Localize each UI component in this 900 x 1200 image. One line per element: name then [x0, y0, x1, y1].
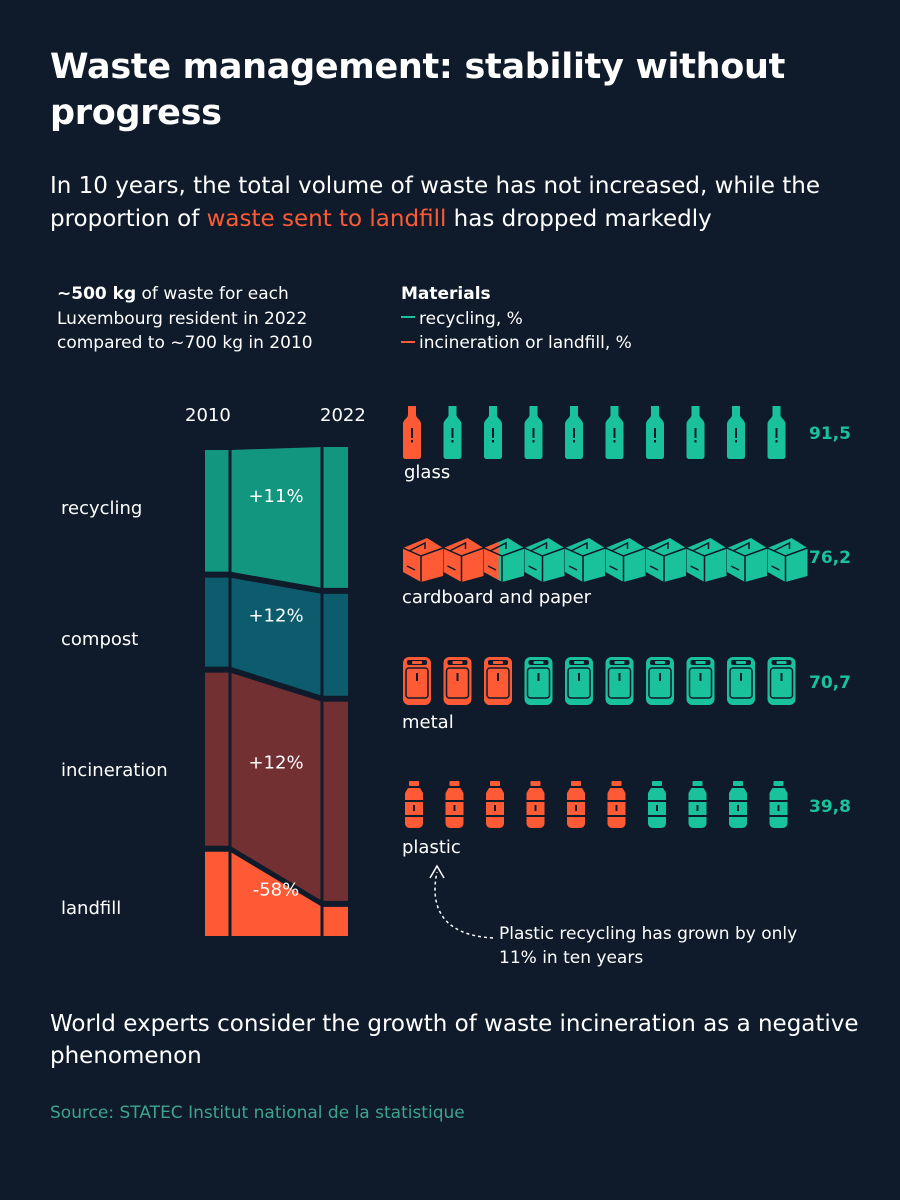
- material-label-cardboard: cardboard and paper: [402, 587, 592, 608]
- can-icon-8: [686, 657, 715, 705]
- category-label-compost: compost: [61, 629, 139, 650]
- can-icon-9: [727, 657, 755, 705]
- legend-incineration: incineration or landfill, %: [401, 331, 821, 356]
- per-resident-note: ~500 kg of waste for each Luxembourg res…: [57, 282, 377, 356]
- material-value-cardboard: 76,2: [809, 548, 851, 568]
- category-label-landfill: landfill: [61, 898, 122, 919]
- can-icon-1: [403, 657, 431, 705]
- box-icon-6: [605, 538, 646, 582]
- annotation-arrow-head: [429, 864, 445, 879]
- legend-incineration-label: incineration or landfill, %: [419, 333, 632, 353]
- can-icon-6: [605, 657, 634, 705]
- plastic-bottle-icon-8: [688, 781, 707, 828]
- box-icon-8: [686, 538, 727, 582]
- bottle-icon-8: [686, 406, 705, 459]
- page-title: Waste management: stability without prog…: [50, 47, 786, 133]
- plastic-bottle-icon-5: [567, 781, 585, 828]
- can-icon-7: [646, 657, 674, 705]
- plastic-bottle-icon-2: [445, 781, 464, 828]
- flow-band-recycling: [205, 447, 348, 588]
- material-value-glass: 91,5: [809, 424, 851, 444]
- can-icon-3: [484, 657, 512, 705]
- flow-change-label-compost: +12%: [248, 605, 303, 626]
- plastic-bottle-icon-1: [405, 781, 423, 828]
- can-icon-5: [565, 657, 593, 705]
- subtitle: In 10 years, the total volume of waste h…: [50, 170, 870, 236]
- material-label-metal: metal: [402, 712, 454, 733]
- box-icon-2: [443, 538, 484, 582]
- flow-change-label-recycling: +11%: [248, 486, 303, 507]
- plastic-bottle-icon-10: [769, 781, 788, 828]
- flow-change-label-landfill: -58%: [253, 880, 300, 901]
- bottle-icon-9: [727, 406, 745, 459]
- box-icon-10: [767, 538, 808, 582]
- bottle-icon-2: [443, 406, 462, 459]
- plastic-annotation: Plastic recycling has grown by only 11% …: [499, 924, 798, 968]
- box-icon-3: [483, 538, 525, 582]
- year-2022-label: 2022: [320, 405, 366, 426]
- year-2010-label: 2010: [185, 405, 231, 426]
- can-icon-10: [767, 657, 796, 705]
- box-icon-4: [524, 538, 565, 582]
- flow-change-label-incineration: +12%: [248, 752, 303, 773]
- box-icon-7: [645, 538, 687, 582]
- subtitle-text-end: has dropped markedly: [446, 206, 712, 232]
- bottle-icon-7: [646, 406, 664, 459]
- material-label-glass: glass: [404, 462, 451, 483]
- material-label-plastic: plastic: [402, 837, 461, 858]
- bottle-icon-1: [403, 406, 421, 459]
- box-icon-1: [402, 538, 444, 582]
- subtitle-accent: waste sent to landfill: [206, 206, 447, 232]
- legend-title: Materials: [401, 284, 491, 304]
- legend-recycling-swatch: [401, 316, 415, 318]
- annotation-arrow-line: [434, 871, 494, 939]
- note-text: of waste for each Luxembourg resident in…: [57, 284, 313, 353]
- material-value-plastic: 39,8: [809, 797, 851, 817]
- box-icon-9: [726, 538, 768, 582]
- bottle-icon-10: [767, 406, 786, 459]
- box-icon-5: [564, 538, 606, 582]
- can-icon-4: [524, 657, 553, 705]
- flow-band-landfill: [205, 851, 348, 936]
- plastic-bottle-icon-7: [648, 781, 666, 828]
- flow-band-compost: [205, 577, 348, 696]
- note-bold: ~500 kg: [57, 284, 137, 304]
- conclusion-text: World experts consider the growth of was…: [50, 1011, 859, 1069]
- bottle-icon-6: [605, 406, 624, 459]
- plastic-bottle-icon-4: [526, 781, 545, 828]
- bottle-icon-5: [565, 406, 583, 459]
- legend-recycling: recycling, %: [401, 307, 821, 332]
- category-label-recycling: recycling: [61, 498, 143, 519]
- plastic-bottle-icon-6: [607, 781, 626, 828]
- legend-incineration-swatch: [401, 340, 415, 343]
- bottle-icon-3: [484, 406, 502, 459]
- materials-legend: Materials recycling, % incineration or l…: [401, 282, 821, 356]
- subtitle-text-start: In 10 years, the total volume of waste h…: [50, 173, 820, 232]
- bottle-icon-4: [524, 406, 543, 459]
- legend-recycling-label: recycling, %: [419, 308, 523, 329]
- source-note: Source: STATEC Institut national de la s…: [50, 1103, 465, 1123]
- flow-band-incineration: [205, 672, 348, 901]
- can-icon-2: [443, 657, 472, 705]
- plastic-bottle-icon-3: [486, 781, 504, 828]
- material-value-metal: 70,7: [809, 673, 851, 693]
- plastic-bottle-icon-9: [729, 781, 747, 828]
- category-label-incineration: incineration: [61, 760, 168, 781]
